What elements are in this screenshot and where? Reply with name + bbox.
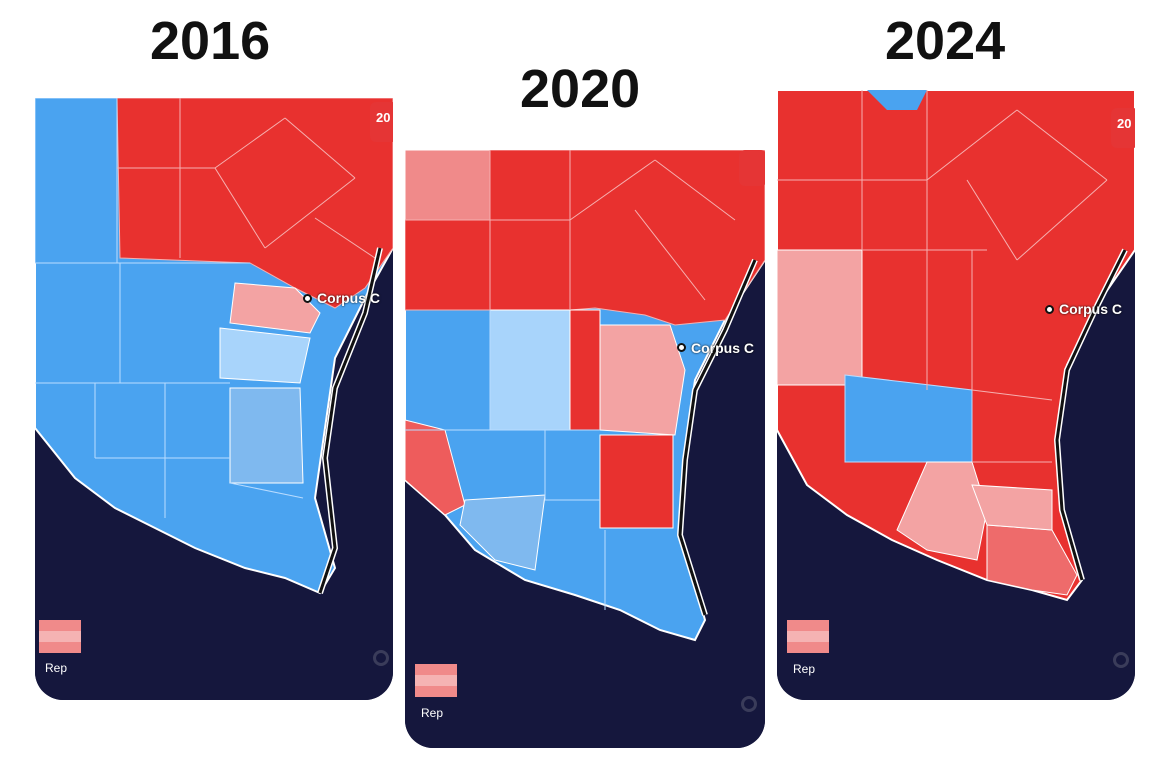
- legend-swatch-rep-2016: [39, 620, 81, 653]
- map-panel-2024[interactable]: Corpus C 20 Rep: [777, 90, 1135, 700]
- map-panel-2020[interactable]: Corpus C Rep: [405, 150, 765, 748]
- legend-label-rep-2020: Rep: [421, 706, 444, 720]
- county-map-2020: [405, 150, 765, 748]
- legend-label-rep-2016: Rep: [45, 661, 68, 675]
- corpus-christi-marker: [1045, 305, 1054, 314]
- year-title-2024: 2024: [885, 11, 1006, 71]
- year-badge-2020: [739, 150, 765, 186]
- legend-swatch-rep-2024: [787, 620, 829, 653]
- city-label-2016: Corpus C: [317, 290, 380, 306]
- legend-swatch-rep-2020: [415, 664, 457, 697]
- corpus-christi-marker: [677, 343, 686, 352]
- map-control-icon[interactable]: [373, 650, 389, 666]
- county-map-2024: [777, 90, 1135, 700]
- year-title-2016: 2016: [150, 11, 271, 71]
- map-panel-2016[interactable]: Corpus C 20 Rep: [35, 98, 393, 700]
- city-label-2024: Corpus C: [1059, 301, 1122, 317]
- year-badge-2024: 20: [1111, 108, 1135, 148]
- city-label-2020: Corpus C: [691, 340, 754, 356]
- map-control-icon[interactable]: [1113, 652, 1129, 668]
- county-map-2016: [35, 98, 393, 700]
- year-badge-2016: 20: [370, 102, 393, 142]
- legend-label-rep-2024: Rep: [793, 662, 816, 676]
- map-control-icon[interactable]: [741, 696, 757, 712]
- corpus-christi-marker: [303, 294, 312, 303]
- year-title-2020: 2020: [520, 59, 641, 119]
